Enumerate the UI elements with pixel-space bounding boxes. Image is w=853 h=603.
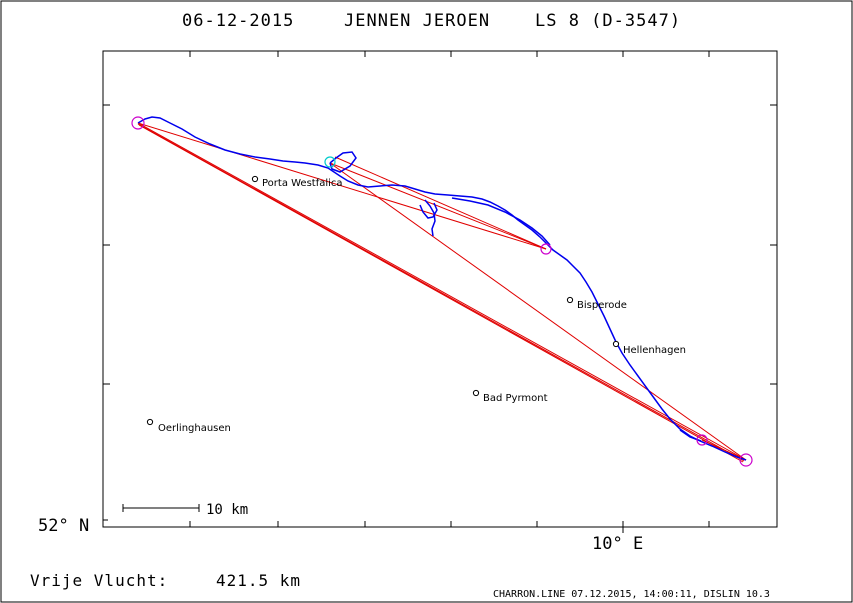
place-marker-porta xyxy=(251,175,259,183)
place-marker-bisperode xyxy=(566,296,574,304)
place-markers xyxy=(146,175,620,426)
place-label-oerlinghausen: Oerlinghausen xyxy=(158,423,231,434)
place-label-hellenhagen: Hellenhagen xyxy=(623,345,686,356)
flight-track xyxy=(137,116,747,461)
lat-axis-label: 52° N xyxy=(38,516,89,536)
lon-axis-label: 10° E xyxy=(592,534,643,554)
place-marker-bad-pyrmont xyxy=(472,389,480,397)
task-lines xyxy=(137,122,747,463)
title-date: 06-12-2015 xyxy=(182,11,294,31)
turnpoint-circle-cyan xyxy=(324,156,336,168)
title-glider: LS 8 (D-3547) xyxy=(535,11,681,31)
place-marker-hellenhagen xyxy=(612,340,620,348)
distance-value: 421.5 km xyxy=(216,571,301,590)
distance-label: Vrije Vlucht: xyxy=(30,571,168,590)
place-label-bisperode: Bisperode xyxy=(577,300,627,311)
footer-info: CHARRON.LINE 07.12.2015, 14:00:11, DISLI… xyxy=(493,589,770,600)
scale-bar-label: 10 km xyxy=(206,502,248,518)
title-pilot: JENNEN JEROEN xyxy=(344,11,490,31)
turnpoint-circle xyxy=(540,243,552,255)
place-label-bad-pyrmont: Bad Pyrmont xyxy=(483,393,548,404)
place-label-porta: Porta Westfalica xyxy=(262,178,343,189)
turnpoint-markers xyxy=(131,116,753,467)
turnpoint-finish-circle xyxy=(739,453,753,467)
scale-bar xyxy=(122,504,200,512)
place-marker-oerlinghausen xyxy=(146,418,154,426)
plot-frame xyxy=(102,50,778,528)
turnpoint-circle xyxy=(696,434,708,446)
axis-ticks xyxy=(103,51,777,533)
turnpoint-start-circle xyxy=(131,116,145,130)
